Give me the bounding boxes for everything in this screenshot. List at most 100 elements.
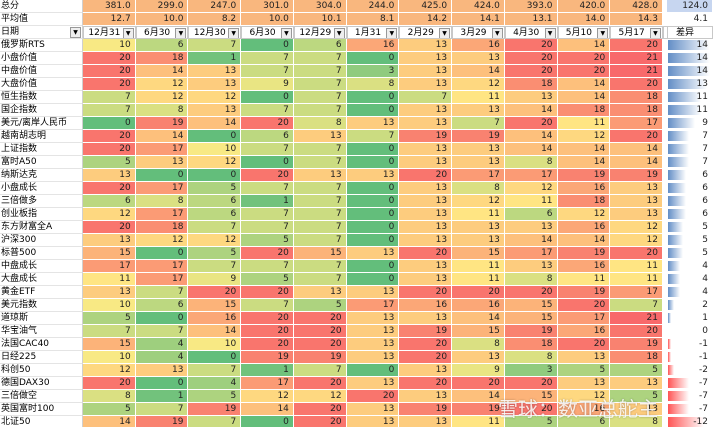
data-bar [668,183,686,193]
heat-cell: 0 [346,195,400,208]
heat-cell: 5 [188,390,242,403]
heat-cell: 13 [399,390,453,403]
data-bar [668,157,689,167]
data-bar [668,66,710,76]
row-label: 小盘价值 [0,52,83,65]
heat-cell: 0 [83,117,136,130]
heat-cell: 7 [293,273,347,286]
summary-value: 424.0 [452,0,505,13]
data-bar [668,170,686,180]
column-header[interactable]: 12月31 ▼ [83,26,136,39]
heat-cell: 4 [135,351,189,364]
row-label: 法国CAC40 [0,338,83,351]
heat-cell: 15 [504,312,558,325]
heat-cell: 5 [293,299,347,312]
column-header[interactable]: 2月29 ▼ [399,26,453,39]
heat-cell: 8 [293,117,347,130]
heat-cell: 13 [399,39,453,52]
heat-cell: 4 [135,338,189,351]
heat-cell: 9 [452,364,505,377]
heat-cell: 7 [293,364,347,377]
heat-cell: 13 [135,364,189,377]
diff-cell: 14 [667,52,713,65]
summary-value: 10.1 [293,13,347,26]
column-header[interactable]: 5月10 ▼ [557,26,611,39]
column-header[interactable]: 4月30 ▼ [504,26,558,39]
row-label: 大盘价值 [0,78,83,91]
heat-cell: 5 [188,247,242,260]
column-header[interactable]: 12月29 ▼ [293,26,347,39]
heat-cell: 13 [399,260,453,273]
diff-cell: 7 [667,143,713,156]
filter-button[interactable]: ▼ [597,28,609,38]
heat-cell: 19 [610,338,663,351]
heat-cell: 20 [504,286,558,299]
heat-cell: 13 [83,234,136,247]
heat-cell: 15 [188,299,242,312]
filter-button[interactable]: ▼ [280,28,292,38]
heat-cell: 1 [135,390,189,403]
diff-value: 0 [702,326,708,336]
filter-button[interactable]: ▼ [333,28,345,38]
heat-cell: 13 [399,143,453,156]
summary-value: 420.0 [557,0,611,13]
header-label[interactable]: 日期 ▼ [0,26,83,39]
heat-cell: 12 [135,78,189,91]
heat-cell: 18 [610,91,663,104]
heat-cell: 7 [135,286,189,299]
heat-cell: 7 [399,91,453,104]
row-label: 总分 [0,0,83,13]
summary-value: 10.0 [135,13,189,26]
heat-cell: 16 [452,299,505,312]
filter-button[interactable]: ▼ [491,28,503,38]
summary-diff: 4.1 [667,13,713,26]
heat-cell: 19 [135,117,189,130]
summary-value: 10.0 [241,13,294,26]
heat-cell: 20 [83,65,136,78]
heat-cell: 0 [346,260,400,273]
filter-button[interactable]: ▼ [228,28,240,38]
diff-cell: 6 [667,195,713,208]
column-header[interactable]: 12月30 ▼ [188,26,242,39]
heat-cell: 1 [188,52,242,65]
filter-button[interactable]: ▼ [122,28,134,38]
heat-cell: 14 [557,39,611,52]
heat-cell: 8 [504,273,558,286]
heat-cell: 20 [557,52,611,65]
row-label: 英国富时100 [0,403,83,416]
filter-button[interactable]: ▼ [439,28,451,38]
data-bar [668,339,671,349]
column-header[interactable]: 3月29 ▼ [452,26,505,39]
filter-button[interactable]: ▼ [70,27,81,38]
data-bar [668,378,689,388]
heat-cell: 8 [504,351,558,364]
heat-cell: 0 [346,182,400,195]
filter-button[interactable]: ▼ [175,28,187,38]
diff-cell: -7 [667,390,713,403]
heat-cell: 7 [241,52,294,65]
column-header[interactable]: 6月30 ▼ [241,26,294,39]
diff-value: 6 [702,170,708,180]
filter-button[interactable]: ▼ [649,28,661,38]
data-bar [668,222,683,232]
data-bar [668,40,710,50]
heat-cell: 20 [504,403,558,416]
diff-header[interactable]: 差异 [667,26,713,39]
diff-value: 4 [702,274,708,284]
data-bar [668,300,674,310]
heat-cell: 20 [399,247,453,260]
heat-cell: 7 [83,91,136,104]
heat-cell: 13 [135,156,189,169]
filter-button[interactable]: ▼ [544,28,556,38]
column-header[interactable]: 6月30 ▼ [135,26,189,39]
heat-cell: 0 [346,234,400,247]
column-header[interactable]: 1月31 ▼ [346,26,400,39]
heat-cell: 19 [452,403,505,416]
heat-cell: 13 [399,312,453,325]
heat-cell: 7 [188,416,242,427]
column-header[interactable]: 5月17 ▼ [610,26,663,39]
heat-cell: 13 [452,156,505,169]
filter-button[interactable]: ▼ [386,28,398,38]
heat-cell: 20 [241,312,294,325]
